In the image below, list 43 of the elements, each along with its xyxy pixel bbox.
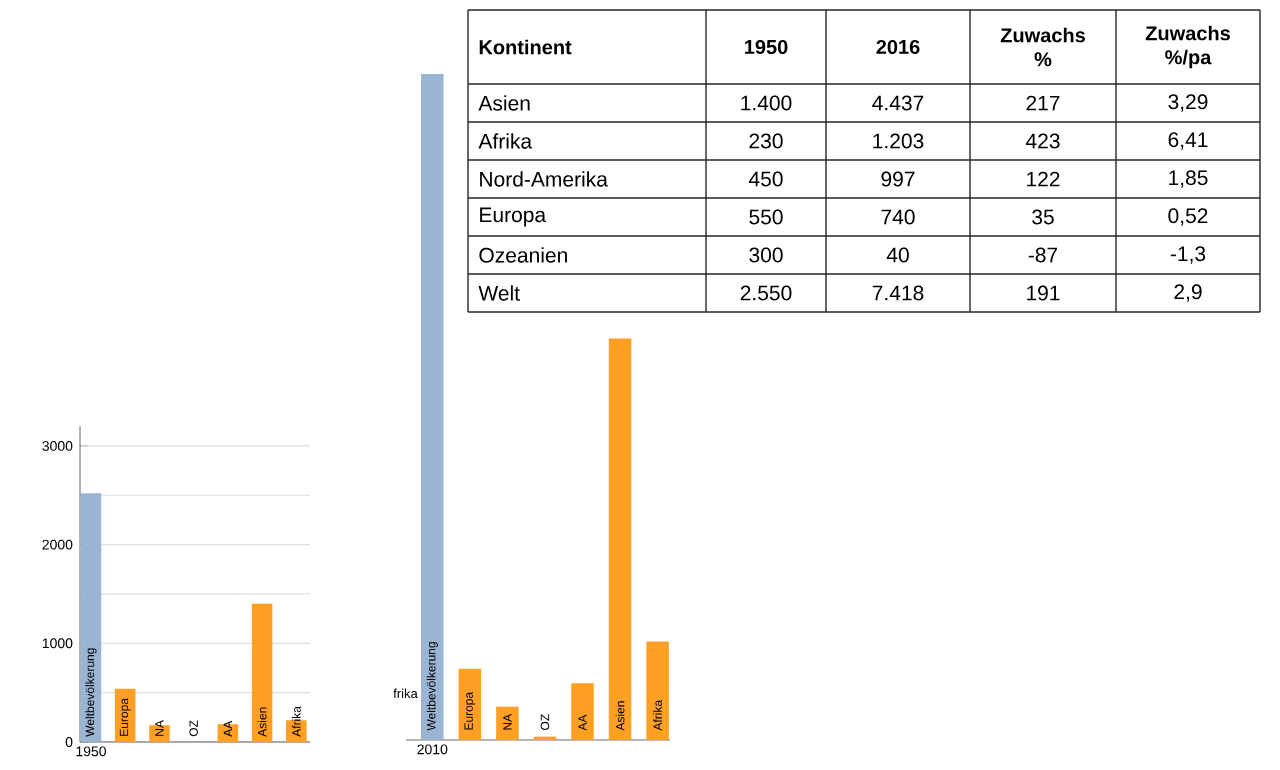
text: 423: [1025, 133, 1060, 149]
category-label: Asien: [478, 95, 530, 111]
category-label: Afrika: [478, 133, 533, 149]
category-label: Welt: [478, 285, 520, 301]
text: 0,52: [1168, 208, 1208, 226]
category-label: 2016: [876, 39, 920, 55]
text: 550: [749, 209, 783, 225]
text: 2.550: [740, 285, 792, 301]
category-label: Zuwachs %/pa: [1145, 25, 1230, 69]
text: 122: [1027, 171, 1060, 187]
text: 300: [749, 247, 783, 263]
text: 4.437: [872, 95, 924, 111]
text: 740: [881, 209, 915, 225]
text: 7.418: [872, 285, 924, 301]
category-label: Nord-Amerika: [480, 171, 608, 187]
text: -87: [1028, 247, 1058, 263]
text: 1.400: [741, 95, 792, 111]
category-label: Kontinent: [479, 39, 572, 55]
bar: [608, 338, 632, 740]
text: 3,29: [1168, 94, 1208, 112]
text: 35: [1032, 209, 1054, 225]
bar: [571, 683, 594, 740]
text: 450: [748, 171, 783, 187]
text: 191: [1027, 285, 1060, 301]
text: 230: [749, 133, 783, 149]
bar: [646, 641, 669, 740]
bar: [421, 73, 444, 740]
bar: [496, 706, 519, 740]
category-label: 1950: [745, 39, 788, 55]
text: 997: [881, 171, 915, 187]
text: 1,85: [1169, 170, 1208, 188]
text: 40: [886, 247, 909, 263]
bar: [80, 493, 102, 742]
category-label: Zuwachs %: [1000, 27, 1085, 67]
bar: [251, 603, 273, 742]
text: 6,41: [1168, 132, 1208, 150]
text: -1,3: [1170, 246, 1206, 264]
category-label: Ozeanien: [479, 247, 567, 263]
category-label: Europa: [480, 207, 547, 227]
bar: [458, 668, 482, 740]
text: 2,9: [1174, 284, 1202, 302]
text: 1.203: [873, 133, 924, 149]
text: 217: [1026, 95, 1060, 111]
